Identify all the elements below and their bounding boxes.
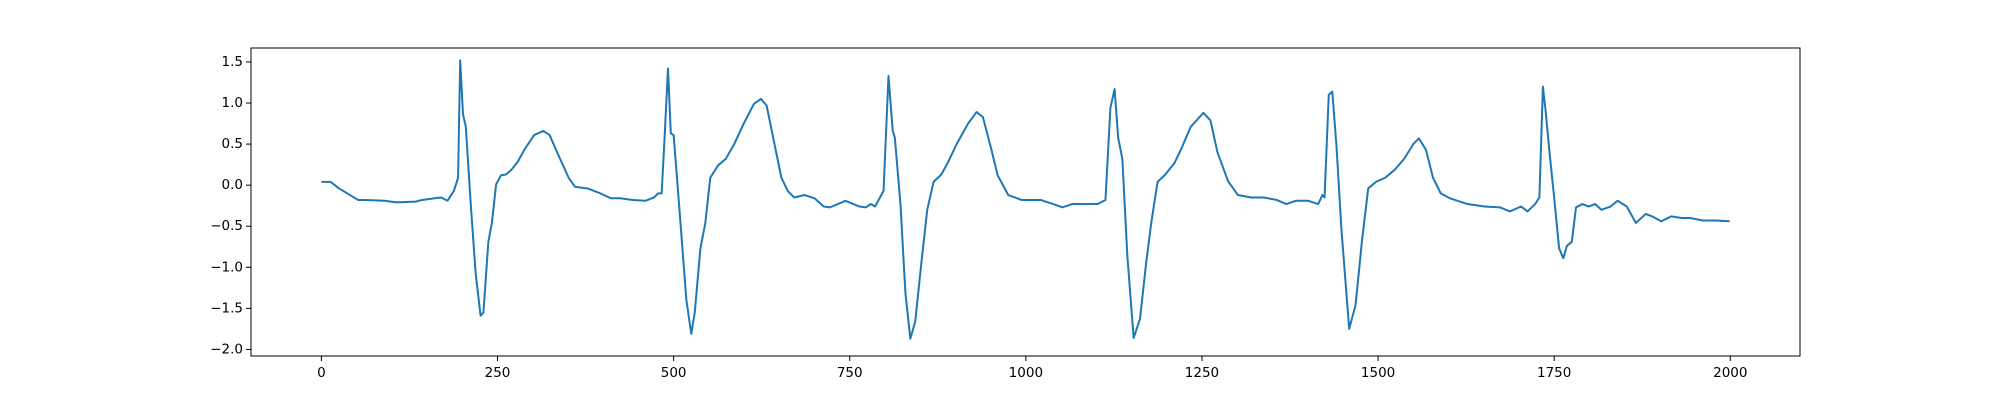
y-tick-label: −1.0 [210, 259, 243, 275]
y-tick-label: 1.0 [222, 95, 243, 111]
x-tick-label: 1250 [1185, 365, 1219, 381]
x-tick-label: 2000 [1713, 365, 1747, 381]
y-tick-label: 1.5 [222, 54, 243, 70]
y-tick-label: −0.5 [210, 218, 243, 234]
x-tick-label: 1000 [1009, 365, 1043, 381]
x-tick-label: 1750 [1537, 365, 1571, 381]
x-tick-label: 0 [317, 365, 326, 381]
x-tick-label: 750 [837, 365, 863, 381]
y-tick-label: −2.0 [210, 341, 243, 357]
y-tick-label: −1.5 [210, 300, 243, 316]
plot-frame [250, 47, 1801, 357]
y-tick-label: 0.0 [222, 177, 243, 193]
y-tick-label: 0.5 [222, 136, 243, 152]
x-tick-label: 250 [485, 365, 511, 381]
signal-line [321, 59, 1730, 340]
x-tick-label: 1500 [1361, 365, 1395, 381]
x-tick-label: 500 [661, 365, 687, 381]
